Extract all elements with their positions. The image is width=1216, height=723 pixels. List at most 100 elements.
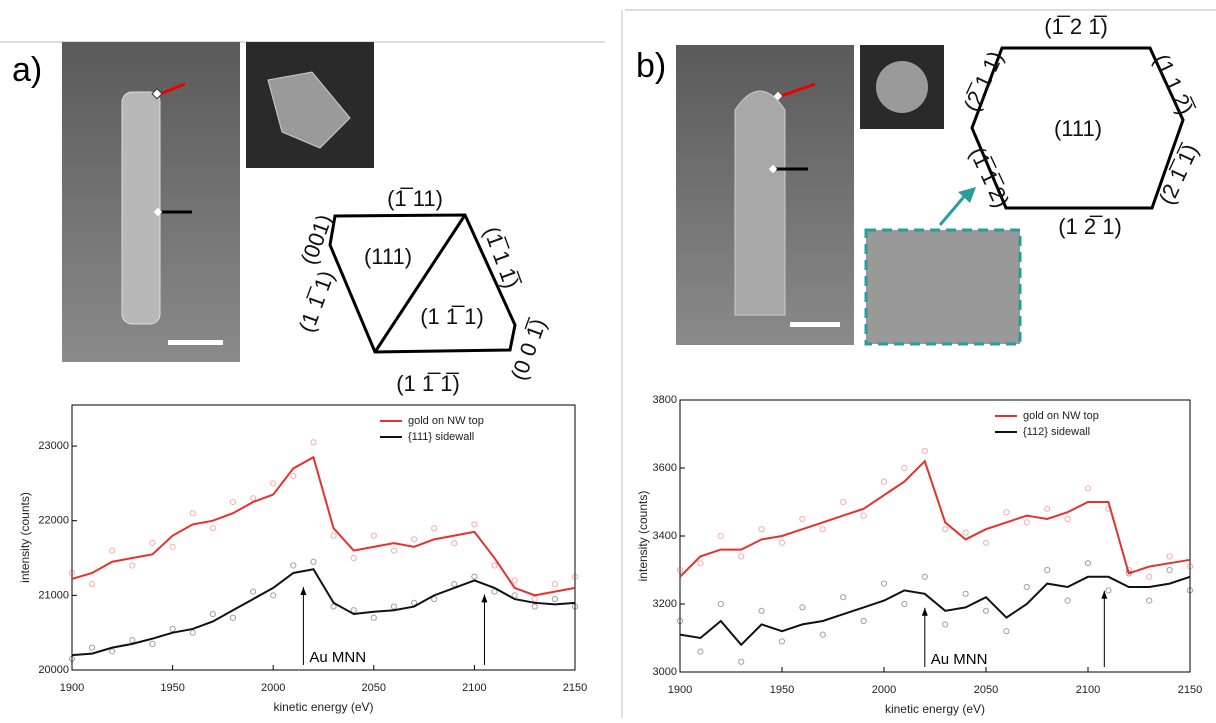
y-tick-label: 22000: [38, 515, 69, 527]
raw-point: [390, 547, 398, 554]
arrow-head: [1101, 590, 1108, 599]
raw-point: [962, 590, 969, 597]
y-tick-label: 3600: [653, 462, 677, 474]
raw-point: [290, 472, 297, 480]
x-tick-label: 2000: [872, 684, 896, 696]
raw-point: [738, 658, 745, 665]
x-tick-label: 1950: [160, 682, 184, 694]
panel-label: a): [12, 51, 42, 89]
raw-point: [370, 532, 377, 539]
raw-point: [270, 480, 277, 487]
raw-point: [1125, 570, 1132, 577]
marker: [159, 82, 186, 96]
raw-point: [189, 510, 196, 517]
raw-point: [350, 554, 357, 562]
raw-point: [229, 498, 237, 506]
facet-outline: [970, 46, 1185, 210]
x-tick-label: 2100: [462, 682, 486, 694]
raw-point: [169, 625, 176, 633]
panel-label: b): [636, 47, 666, 85]
y-tick-label: 3800: [653, 394, 677, 406]
raw-point: [270, 592, 277, 599]
raw-point: [1003, 628, 1010, 635]
crystal: [876, 61, 928, 113]
raw-point: [1044, 566, 1051, 574]
raw-point: [89, 644, 96, 651]
raw-point: [310, 558, 317, 565]
x-axis-label: kinetic energy (eV): [885, 702, 985, 716]
legend-label: {111} sidewall: [408, 431, 474, 443]
facet-label: (1 1 2̅): [1149, 50, 1199, 118]
crystal: [267, 71, 351, 149]
raw-point: [1084, 485, 1092, 492]
raw-point: [471, 573, 478, 580]
raw-point: [982, 607, 990, 614]
raw-point: [717, 600, 724, 608]
raw-point: [962, 529, 969, 536]
y-tick-label: 3000: [653, 666, 677, 678]
raw-point: [330, 532, 337, 539]
raw-point: [1023, 519, 1030, 526]
raw-point: [451, 581, 458, 588]
raw-point: [676, 617, 684, 625]
raw-point: [860, 512, 867, 519]
raw-point: [431, 525, 438, 532]
raw-point: [68, 655, 76, 662]
raw-point: [149, 539, 156, 547]
raw-point: [1146, 573, 1153, 580]
y-tick-label: 3400: [653, 530, 677, 542]
raw-point: [531, 595, 538, 603]
arrow-head: [921, 607, 928, 616]
raw-point: [370, 614, 377, 621]
raw-point: [819, 526, 826, 533]
facet-label: (1 2̅ 1): [1058, 214, 1122, 239]
facet-label: (1 1̅ 1̅): [396, 371, 460, 396]
raw-point: [89, 581, 96, 588]
raw-point: [531, 603, 538, 610]
raw-point: [249, 495, 257, 502]
facet-label: (1 1̅ 1): [294, 267, 339, 335]
raw-point: [717, 532, 724, 540]
raw-point: [1105, 587, 1112, 594]
annotation: Au MNN: [931, 651, 988, 668]
marker: [780, 82, 816, 98]
x-tick-label: 2150: [1178, 684, 1202, 696]
plot-frame: [679, 399, 1191, 673]
raw-point: [571, 603, 579, 610]
scale-bar: [790, 322, 840, 327]
raw-point: [551, 581, 558, 588]
raw-point: [697, 560, 704, 567]
raw-point: [169, 543, 176, 550]
x-tick-label: 2050: [362, 682, 386, 694]
series-line: [679, 459, 1191, 578]
raw-point: [921, 447, 928, 455]
raw-point: [1084, 560, 1092, 567]
raw-point: [129, 562, 136, 569]
raw-point: [1003, 509, 1010, 516]
arrow-head: [481, 594, 488, 603]
nanowire: [121, 91, 161, 325]
x-axis-label: kinetic energy (eV): [273, 700, 373, 714]
raw-point: [901, 464, 908, 472]
raw-point: [1166, 566, 1173, 574]
arrow-head: [958, 187, 976, 203]
nanowire: [734, 90, 786, 316]
raw-point: [901, 600, 908, 608]
raw-point: [799, 604, 806, 611]
raw-point: [738, 553, 745, 560]
scale-bar: [168, 340, 223, 345]
facet-label: (1̅ 1̅ 2): [965, 143, 1015, 211]
raw-point: [511, 577, 518, 584]
raw-point: [310, 439, 317, 446]
raw-point: [676, 566, 684, 574]
y-tick-label: 20000: [38, 664, 69, 676]
arrow: [938, 191, 970, 226]
raw-point: [799, 515, 806, 523]
marker: [151, 88, 163, 100]
series-line: [679, 575, 1191, 647]
raw-point: [1044, 505, 1051, 512]
legend-label: gold on NW top: [408, 415, 484, 427]
raw-point: [109, 547, 116, 554]
x-tick-label: 2000: [261, 682, 285, 694]
